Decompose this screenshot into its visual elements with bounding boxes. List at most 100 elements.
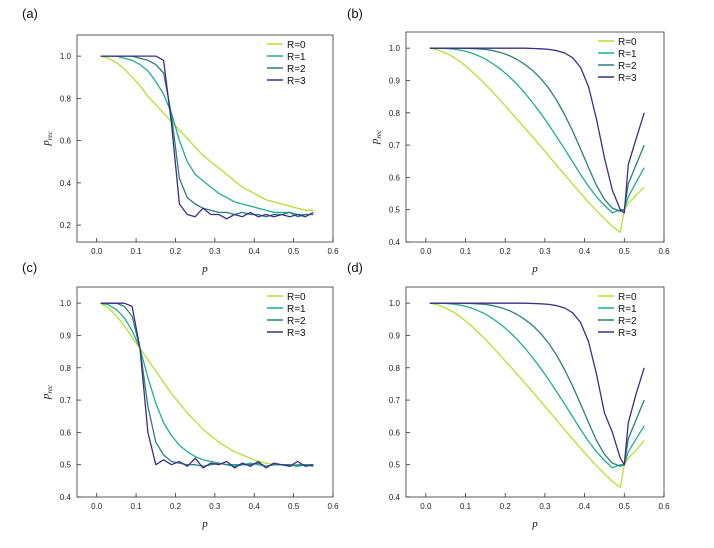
y-tick-label: 0.9 xyxy=(389,331,401,340)
series-line-R0 xyxy=(100,302,314,467)
y-axis-label: prec xyxy=(40,384,54,400)
x-tick-label: 0.5 xyxy=(288,502,300,511)
x-tick-label: 0.5 xyxy=(619,502,631,511)
x-axis-label: p xyxy=(531,263,538,275)
panel-a: (a) 0.0 0.1 0.2 0.3 0.4 0.5 0.6 0.2 0.4 0.6 0.8 1.0 p… xyxy=(22,6,339,275)
series-line-R3 xyxy=(100,302,314,469)
y-tick-label: 0.4 xyxy=(389,493,401,502)
x-tick-label: 0.2 xyxy=(500,247,512,256)
y-tick-label: 0.4 xyxy=(60,179,72,188)
panel-label: (d) xyxy=(347,260,363,275)
y-tick-label: 0.7 xyxy=(389,141,401,150)
legend-entry: R=3 xyxy=(618,328,637,339)
legend-entry: R=0 xyxy=(287,292,306,303)
series-line-R2 xyxy=(100,302,314,467)
x-axis-label: p xyxy=(201,518,208,530)
legend-entry: R=2 xyxy=(618,61,637,72)
series-line-R0 xyxy=(100,55,314,211)
x-tick-label: 0.3 xyxy=(209,502,221,511)
series-line-R1 xyxy=(429,47,645,214)
series-line-R0 xyxy=(429,47,645,233)
y-tick-label: 0.6 xyxy=(60,137,72,146)
legend-entry: R=0 xyxy=(618,37,637,48)
y-tick-label: 0.8 xyxy=(60,94,72,103)
y-axis-label-main: p xyxy=(40,140,52,147)
panel-c: (c) 0.0 0.1 0.2 0.3 0.4 0.5 0.6 0.4 0.5 0.6 0.7 0.8 0… xyxy=(22,260,339,530)
y-tick-label: 0.2 xyxy=(60,221,72,230)
y-tick-label: 0.6 xyxy=(60,428,72,437)
x-tick-label: 0.5 xyxy=(288,247,300,256)
y-tick-label: 0.7 xyxy=(60,396,72,405)
x-tick-label: 0.6 xyxy=(658,502,670,511)
legend-entry: R=2 xyxy=(287,316,306,327)
x-tick-label: 0.2 xyxy=(170,247,182,256)
y-tick-label: 0.5 xyxy=(389,206,401,215)
y-tick-label: 1.0 xyxy=(60,299,72,308)
y-tick-label: 0.7 xyxy=(389,396,401,405)
plot-frame xyxy=(405,286,665,498)
x-tick-label: 0.4 xyxy=(249,247,261,256)
x-tick-label: 0.6 xyxy=(658,247,670,256)
x-tick-label: 0.1 xyxy=(131,502,143,511)
series-line-R3 xyxy=(429,302,645,466)
legend-entry: R=2 xyxy=(618,316,637,327)
y-tick-label: 1.0 xyxy=(60,52,72,61)
y-axis-label: prec xyxy=(369,129,383,145)
y-axis-label-main: p xyxy=(369,138,381,145)
x-tick-label: 0.4 xyxy=(579,502,591,511)
y-axis-label-sub: rec xyxy=(46,384,54,394)
panel-label: (b) xyxy=(347,6,363,21)
panel-b: (b) 0.0 0.1 0.2 0.3 0.4 0.5 0.6 0.4 0.5 0.6 0.7 0.8 0… xyxy=(347,6,670,275)
plot-frame xyxy=(76,286,334,498)
x-tick-label: 0.3 xyxy=(209,247,221,256)
x-tick-label: 0.1 xyxy=(460,502,472,511)
y-tick-label: 0.9 xyxy=(389,76,401,85)
y-tick-label: 0.6 xyxy=(389,173,401,182)
legend-entry: R=1 xyxy=(618,49,637,60)
x-tick-label: 0.6 xyxy=(327,502,339,511)
series-line-R2 xyxy=(429,302,645,467)
y-tick-label: 1.0 xyxy=(389,299,401,308)
x-axis-label: p xyxy=(201,263,208,275)
y-tick-label: 0.5 xyxy=(389,461,401,470)
series-line-R2 xyxy=(100,55,314,218)
x-tick-label: 0.4 xyxy=(579,247,591,256)
x-tick-label: 0.2 xyxy=(170,502,182,511)
legend-entry: R=3 xyxy=(618,73,637,84)
x-tick-label: 0.0 xyxy=(91,502,103,511)
x-tick-label: 0.0 xyxy=(420,247,432,256)
x-tick-label: 0.3 xyxy=(539,502,551,511)
y-tick-label: 0.4 xyxy=(389,238,401,247)
x-tick-label: 0.6 xyxy=(327,247,339,256)
x-tick-label: 0.4 xyxy=(249,502,261,511)
x-tick-label: 0.3 xyxy=(539,247,551,256)
series-line-R1 xyxy=(429,302,645,469)
y-axis-label-main: p xyxy=(40,393,52,400)
x-tick-label: 0.1 xyxy=(460,247,472,256)
y-tick-label: 0.4 xyxy=(60,493,72,502)
x-tick-label: 0.1 xyxy=(131,247,143,256)
y-axis-label: prec xyxy=(40,131,54,147)
series-line-R3 xyxy=(100,55,314,220)
x-tick-label: 0.0 xyxy=(91,247,103,256)
y-tick-label: 0.8 xyxy=(60,364,72,373)
series-line-R1 xyxy=(100,302,314,467)
legend-entry: R=3 xyxy=(287,328,306,339)
legend-entry: R=3 xyxy=(287,76,306,87)
legend-entry: R=0 xyxy=(287,40,306,51)
y-tick-label: 0.6 xyxy=(389,428,401,437)
y-tick-label: 0.8 xyxy=(389,109,401,118)
legend-entry: R=2 xyxy=(287,64,306,75)
y-tick-label: 0.9 xyxy=(60,331,72,340)
x-tick-label: 0.0 xyxy=(420,502,432,511)
plot-frame xyxy=(76,34,334,243)
y-tick-label: 0.5 xyxy=(60,461,72,470)
series-line-R1 xyxy=(100,55,314,216)
series-line-R0 xyxy=(429,302,645,488)
y-tick-label: 1.0 xyxy=(389,44,401,53)
legend-entry: R=1 xyxy=(287,52,306,63)
x-tick-label: 0.2 xyxy=(500,502,512,511)
series-line-R3 xyxy=(429,47,645,214)
panel-label: (a) xyxy=(22,6,38,21)
